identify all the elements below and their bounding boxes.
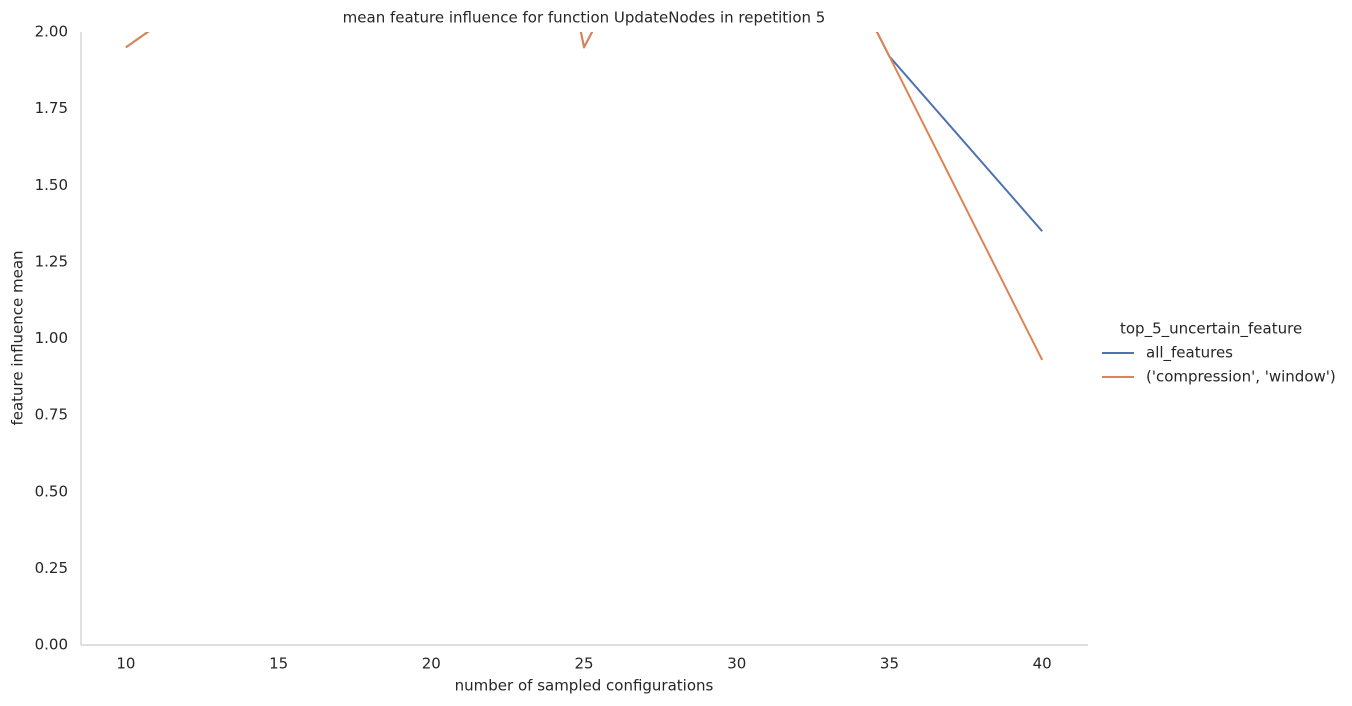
x-tick-label: 25 <box>574 655 593 673</box>
plot-area <box>125 32 1044 361</box>
y-tick-label: 0.25 <box>35 559 68 577</box>
y-tick-label: 0.00 <box>35 636 68 654</box>
x-tick-label: 10 <box>116 655 135 673</box>
x-tick-label: 40 <box>1033 655 1052 673</box>
y-tick-label: 1.25 <box>35 252 68 270</box>
x-tick-label: 20 <box>422 655 441 673</box>
y-tick-label: 2.00 <box>35 23 68 41</box>
x-tick-label: 15 <box>269 655 288 673</box>
chart-title: mean feature influence for function Upda… <box>343 9 826 27</box>
legend-label: ('compression', 'window') <box>1146 368 1336 386</box>
y-tick-label: 1.00 <box>35 329 68 347</box>
y-tick-label: 1.75 <box>35 99 68 117</box>
legend-label: all_features <box>1146 344 1233 363</box>
y-axis-label: feature influence mean <box>9 250 27 425</box>
x-tick-label: 30 <box>727 655 746 673</box>
x-axis-label: number of sampled configurations <box>455 677 714 695</box>
legend-title: top_5_uncertain_feature <box>1120 320 1302 339</box>
y-tick-label: 1.50 <box>35 176 68 194</box>
series-line <box>125 32 1044 361</box>
y-tick-label: 0.50 <box>35 482 68 500</box>
series-line <box>125 32 1043 232</box>
y-tick-label: 0.75 <box>35 406 68 424</box>
x-tick-label: 35 <box>880 655 899 673</box>
